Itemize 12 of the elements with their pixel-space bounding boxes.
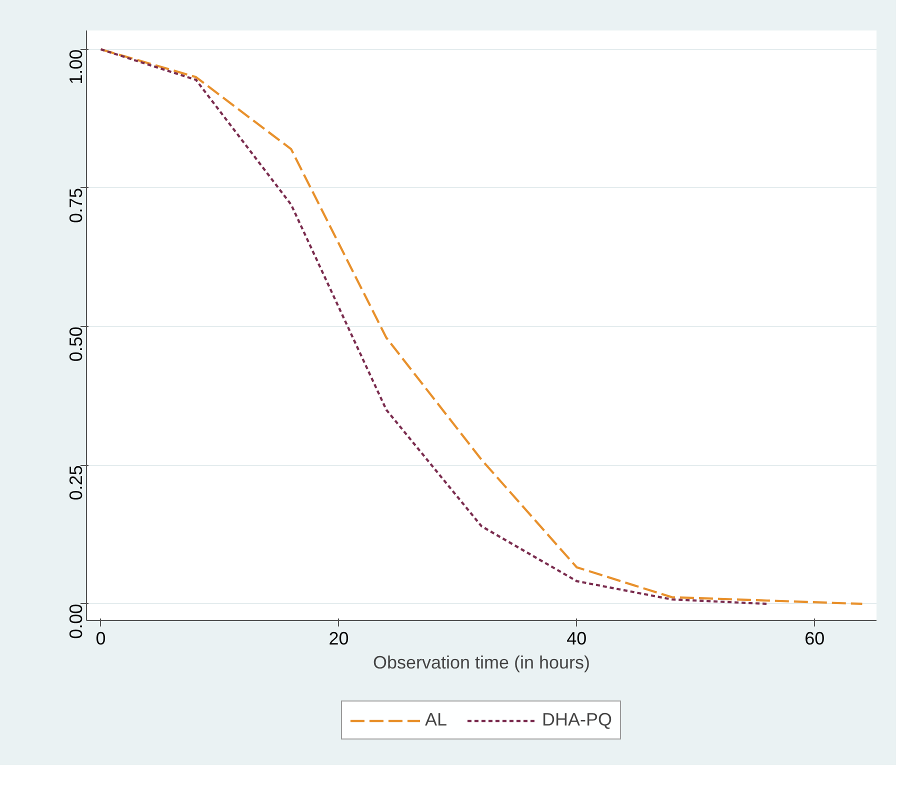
x-tick-label: 0 [96, 628, 106, 648]
x-tick-label: 20 [328, 628, 349, 648]
y-tick-label: 1.00 [66, 49, 86, 84]
x-tick-label: 60 [804, 628, 825, 648]
y-tick-label: 0.50 [66, 326, 86, 362]
x-axis-title: Observation time (in hours) [372, 652, 590, 672]
y-tick-label: 0.25 [66, 465, 86, 500]
legend-label: DHA-PQ [542, 710, 612, 730]
x-tick-label: 40 [566, 628, 587, 648]
y-tick-label: 0.00 [66, 604, 86, 639]
legend-label: AL [424, 710, 448, 730]
y-tick-label: 0.75 [66, 188, 86, 224]
